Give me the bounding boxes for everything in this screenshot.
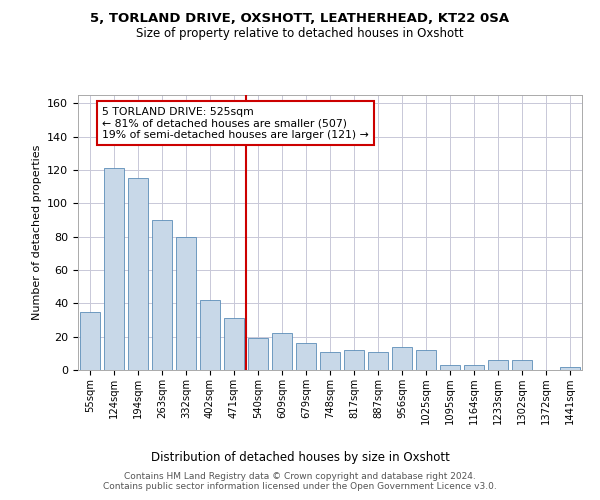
Bar (80, 312, 100, 370)
Bar (512, 360, 532, 370)
Text: 5, TORLAND DRIVE, OXSHOTT, LEATHERHEAD, KT22 0SA: 5, TORLAND DRIVE, OXSHOTT, LEATHERHEAD, … (91, 12, 509, 26)
Bar (464, 365, 484, 370)
Bar (344, 350, 364, 370)
Bar (392, 346, 412, 370)
Bar (560, 366, 580, 370)
Bar (152, 220, 172, 370)
Bar (128, 178, 148, 370)
Text: 5 TORLAND DRIVE: 525sqm
← 81% of detached houses are smaller (507)
19% of semi-d: 5 TORLAND DRIVE: 525sqm ← 81% of detache… (102, 106, 369, 140)
Bar (416, 350, 436, 370)
Bar (368, 352, 388, 370)
Bar (296, 344, 316, 370)
Bar (224, 318, 244, 370)
Bar (104, 168, 124, 370)
Text: Distribution of detached houses by size in Oxshott: Distribution of detached houses by size … (151, 451, 449, 464)
Bar (248, 338, 268, 370)
Bar (488, 360, 508, 370)
Y-axis label: Number of detached properties: Number of detached properties (32, 145, 41, 320)
Text: Size of property relative to detached houses in Oxshott: Size of property relative to detached ho… (136, 28, 464, 40)
Text: Contains HM Land Registry data © Crown copyright and database right 2024.
Contai: Contains HM Land Registry data © Crown c… (103, 472, 497, 491)
Bar (440, 365, 460, 370)
Bar (200, 300, 220, 370)
Bar (272, 334, 292, 370)
Bar (176, 236, 196, 370)
Bar (320, 352, 340, 370)
